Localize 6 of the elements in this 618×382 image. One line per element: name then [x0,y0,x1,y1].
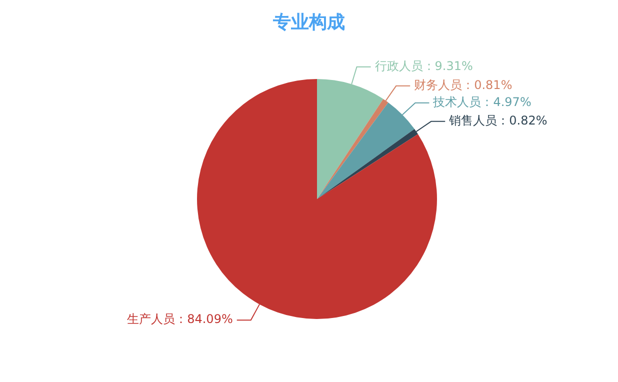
slice-label: 行政人员：9.31% [374,58,473,73]
slice-label: 技术人员：4.97% [432,95,532,110]
chart-title: 专业构成 [272,11,346,34]
slice-label: 生产人员：84.09% [127,312,233,326]
slice-label: 销售人员：0.82% [448,114,548,128]
slice-label: 财务人员：0.81% [414,78,512,92]
